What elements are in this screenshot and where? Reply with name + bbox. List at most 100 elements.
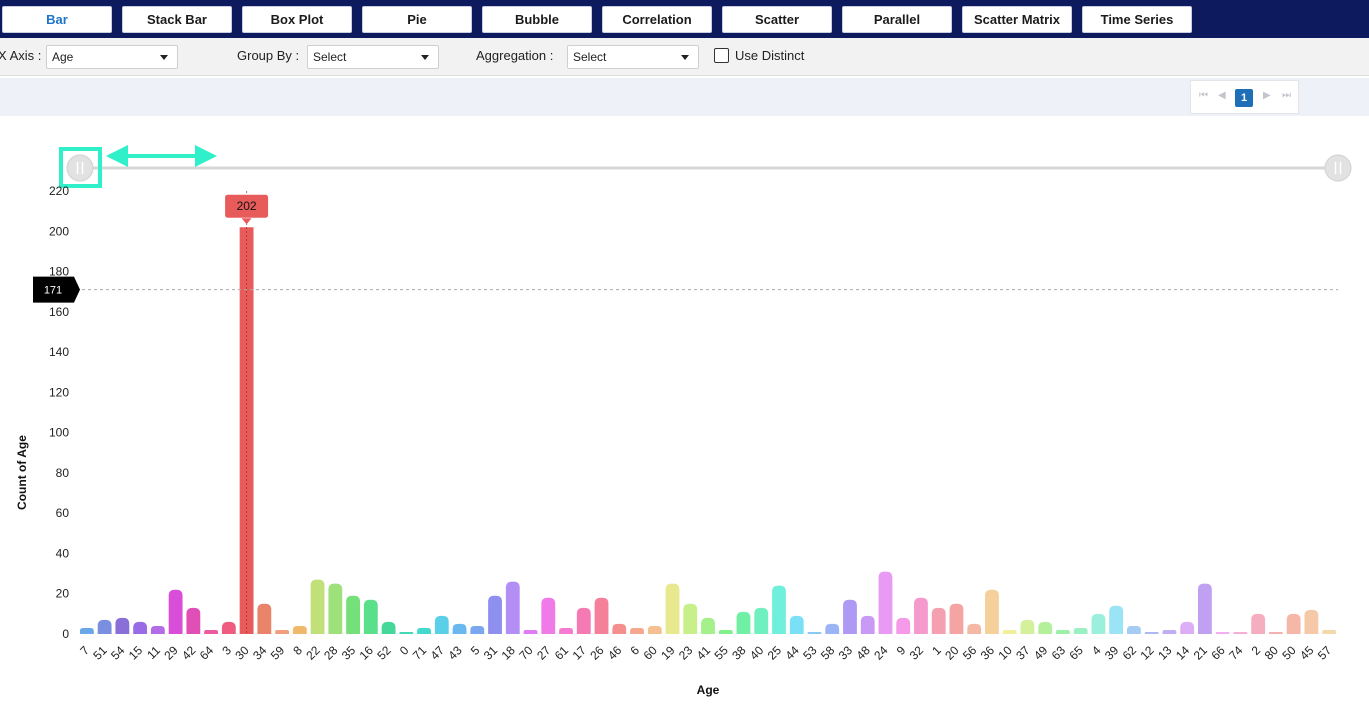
group-by-select[interactable]: Select: [307, 45, 439, 69]
bar-41[interactable]: [701, 617, 715, 634]
bar-65[interactable]: [1073, 627, 1088, 634]
bar-70[interactable]: [523, 629, 538, 634]
bar-66[interactable]: [1215, 631, 1230, 634]
bar-1[interactable]: [931, 607, 946, 634]
bar-25[interactable]: [772, 585, 786, 634]
bar-28[interactable]: [328, 583, 343, 634]
tab-parallel[interactable]: Parallel: [842, 6, 952, 33]
bar-18[interactable]: [505, 581, 520, 634]
bar-17[interactable]: [576, 607, 591, 634]
bar-52[interactable]: [381, 621, 396, 634]
bar-3[interactable]: [221, 621, 236, 634]
tab-scatter-matrix[interactable]: Scatter Matrix: [962, 6, 1072, 33]
bar-29[interactable]: [168, 589, 183, 634]
bar-51[interactable]: [97, 619, 112, 634]
bar-22[interactable]: [310, 579, 325, 634]
tab-bubble[interactable]: Bubble: [482, 6, 592, 33]
bar-32[interactable]: [914, 597, 928, 634]
bar-56[interactable]: [967, 623, 982, 634]
use-distinct-label: Use Distinct: [735, 48, 805, 63]
bar-60[interactable]: [647, 625, 662, 634]
bar-35[interactable]: [346, 595, 360, 634]
x-axis-select[interactable]: Age: [46, 45, 178, 69]
bar-43[interactable]: [452, 623, 467, 634]
range-slider-left-handle[interactable]: [66, 154, 94, 182]
bar-9[interactable]: [896, 617, 911, 634]
bar-30[interactable]: [239, 227, 254, 634]
bar-2[interactable]: [1251, 613, 1266, 634]
bar-14[interactable]: [1180, 621, 1195, 634]
bar-55[interactable]: [718, 629, 733, 634]
tab-stack-bar[interactable]: Stack Bar: [122, 6, 232, 33]
bar-7[interactable]: [79, 627, 94, 634]
bar-53[interactable]: [807, 631, 822, 634]
bar-10[interactable]: [1002, 629, 1017, 634]
bar-80[interactable]: [1268, 631, 1283, 634]
bar-15[interactable]: [133, 621, 148, 634]
bar-23[interactable]: [683, 603, 698, 634]
bar-63[interactable]: [1056, 629, 1070, 634]
group-by-label: Group By :: [237, 48, 300, 63]
bar-48[interactable]: [860, 615, 875, 634]
bar-47[interactable]: [434, 615, 449, 634]
drag-double-arrow-icon: [106, 145, 217, 167]
bar-71[interactable]: [417, 627, 431, 634]
bar-34[interactable]: [257, 603, 272, 634]
use-distinct-checkbox[interactable]: [714, 48, 729, 63]
chevron-down-icon: [421, 55, 429, 60]
bar-16[interactable]: [363, 599, 378, 634]
bar-57[interactable]: [1322, 629, 1337, 634]
bar-19[interactable]: [665, 583, 680, 634]
bar-62[interactable]: [1126, 625, 1141, 634]
first-page-icon[interactable]: ⏮: [1199, 90, 1208, 101]
bar-4[interactable]: [1091, 613, 1106, 634]
aggregation-select[interactable]: Select: [567, 45, 699, 69]
current-page-button[interactable]: 1: [1235, 89, 1253, 107]
bar-36[interactable]: [985, 589, 999, 634]
bar-61[interactable]: [559, 627, 573, 634]
bar-8[interactable]: [292, 625, 307, 634]
bar-31[interactable]: [488, 595, 502, 634]
bar-45[interactable]: [1304, 609, 1319, 634]
bar-50[interactable]: [1286, 613, 1301, 634]
bar-39[interactable]: [1109, 605, 1124, 634]
bar-13[interactable]: [1162, 629, 1177, 634]
bar-6[interactable]: [630, 627, 644, 634]
tab-time-series[interactable]: Time Series: [1082, 6, 1192, 33]
bar-54[interactable]: [115, 617, 130, 634]
tab-correlation[interactable]: Correlation: [602, 6, 712, 33]
bar-42[interactable]: [186, 607, 201, 634]
bar-37[interactable]: [1020, 619, 1035, 634]
tab-pie[interactable]: Pie: [362, 6, 472, 33]
bar-5[interactable]: [470, 625, 485, 634]
bar-27[interactable]: [541, 597, 556, 634]
bar-58[interactable]: [825, 623, 840, 634]
bar-20[interactable]: [949, 603, 964, 634]
tab-bar[interactable]: Bar: [2, 6, 112, 33]
bar-0[interactable]: [399, 631, 414, 634]
bar-64[interactable]: [204, 629, 219, 634]
bar-49[interactable]: [1038, 621, 1053, 634]
bar-12[interactable]: [1144, 631, 1159, 634]
bar-26[interactable]: [594, 597, 609, 634]
bar-33[interactable]: [843, 599, 857, 634]
bar-38[interactable]: [736, 611, 751, 634]
bar-24[interactable]: [878, 571, 893, 634]
next-page-icon[interactable]: ▶: [1263, 90, 1271, 101]
bar-40[interactable]: [754, 607, 769, 634]
bar-44[interactable]: [789, 615, 804, 634]
bar-21[interactable]: [1197, 583, 1212, 634]
bar-46[interactable]: [612, 623, 627, 634]
bar-59[interactable]: [275, 629, 290, 634]
last-page-icon[interactable]: ⏭: [1282, 90, 1291, 101]
y-axis-title: Count of Age: [15, 435, 29, 510]
bar-11[interactable]: [150, 625, 165, 634]
prev-page-icon[interactable]: ◀: [1218, 90, 1226, 101]
x-axis-label: X Axis :: [0, 48, 42, 63]
x-tick-label: 15: [126, 643, 146, 663]
bar-74[interactable]: [1233, 631, 1248, 634]
tab-box-plot[interactable]: Box Plot: [242, 6, 352, 33]
range-slider-right-handle[interactable]: [1324, 154, 1352, 182]
tab-scatter[interactable]: Scatter: [722, 6, 832, 33]
